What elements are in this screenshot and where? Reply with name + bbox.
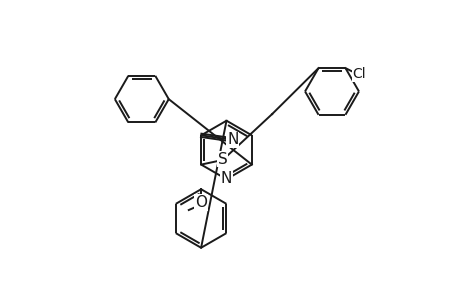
Text: S: S (218, 152, 227, 167)
Text: N: N (227, 132, 238, 147)
Text: O: O (195, 195, 207, 210)
Text: Cl: Cl (352, 67, 365, 81)
Text: N: N (220, 171, 232, 186)
